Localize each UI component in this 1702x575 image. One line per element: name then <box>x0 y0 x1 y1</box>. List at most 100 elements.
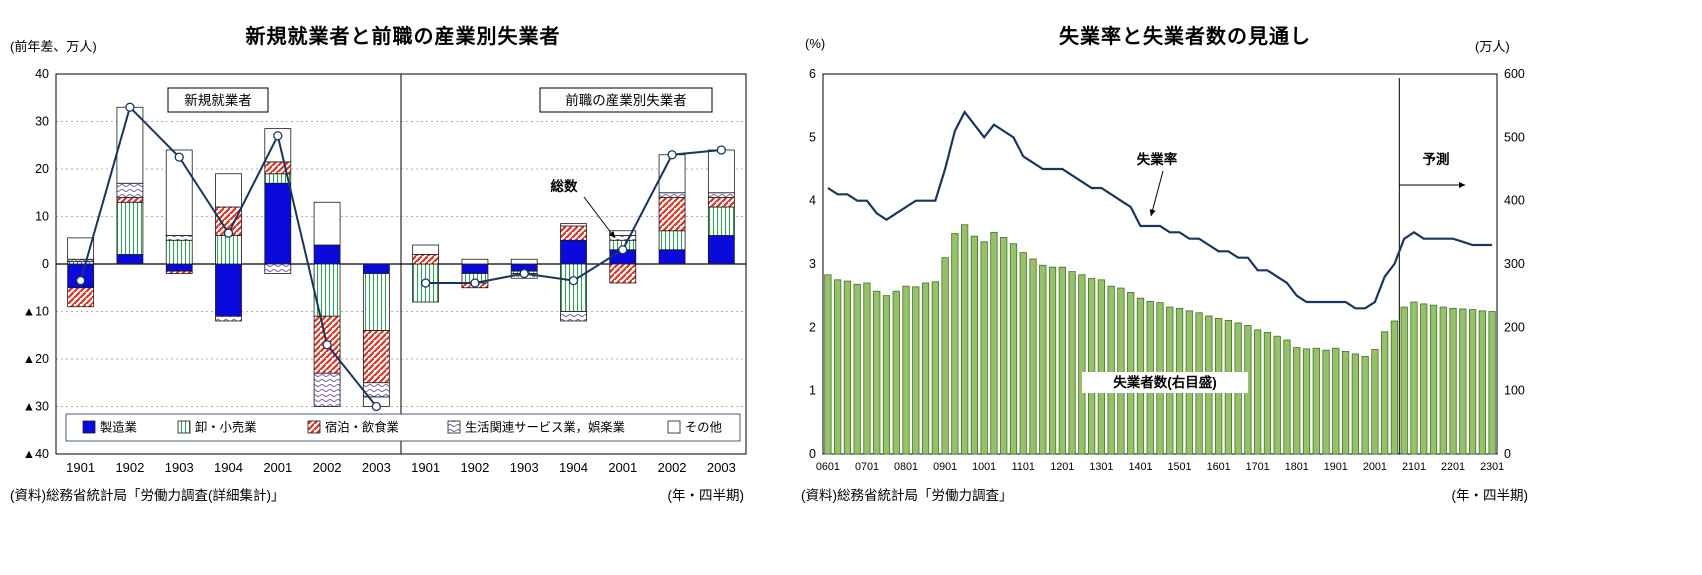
count-bar <box>1097 279 1106 455</box>
right-x-axis-unit: (年・四半期) <box>1451 488 1529 503</box>
stacked-bar-segment <box>412 254 440 265</box>
stacked-bar-segment <box>609 263 637 284</box>
y-tick-label: ▲10 <box>23 305 49 319</box>
y-right-tick: 500 <box>1504 130 1525 144</box>
count-bar <box>1478 310 1486 455</box>
stacked-bar-segment <box>658 192 686 198</box>
count-bar <box>1420 303 1428 455</box>
stacked-bar-segment <box>461 263 489 274</box>
stacked-bar-segment <box>215 235 242 265</box>
x-category-label: 1902 <box>115 460 144 475</box>
x-category-label: 1901 <box>411 460 440 475</box>
count-bar <box>892 290 900 455</box>
left-chart-title: 新規就業者と前職の産業別失業者 <box>245 26 561 48</box>
y-right-tick: 0 <box>1504 447 1511 461</box>
stacked-bar-segment <box>215 263 242 317</box>
stacked-bar-segment <box>116 182 144 198</box>
count-bar <box>1029 258 1037 455</box>
panel-label: 前職の産業別失業者 <box>565 92 687 108</box>
x-category-label: 2002 <box>658 460 687 475</box>
count-bar <box>1390 320 1399 455</box>
stacked-bar-segment <box>510 258 538 265</box>
y-tick-label: 40 <box>35 67 49 81</box>
stacked-bar-segment <box>658 230 686 251</box>
count-bar <box>921 282 930 455</box>
count-bar <box>1117 287 1125 455</box>
x-category-label: 2001 <box>263 460 292 475</box>
stacked-bar-segment <box>67 287 95 308</box>
x-tick-label: 2101 <box>1402 461 1426 473</box>
count-annotation: 失業者数(右目盛) <box>1113 374 1217 390</box>
left-source-row: (資料)総務省統計局「労働力調査(詳細集計)」 (年・四半期) <box>8 484 768 504</box>
x-category-label: 2003 <box>707 460 736 475</box>
y-tick-label: ▲40 <box>23 447 49 461</box>
panel-label-box <box>167 87 269 113</box>
left-source-note: (資料)総務省統計局「労働力調査(詳細集計)」 <box>10 488 285 503</box>
stacked-bar-segment <box>658 249 686 265</box>
count-bar <box>824 274 832 455</box>
x-tick-label: 2301 <box>1480 461 1504 473</box>
count-bar <box>990 231 998 455</box>
count-bar <box>1273 335 1281 455</box>
y-right-tick: 200 <box>1504 320 1525 334</box>
total-line-marker <box>371 401 382 412</box>
count-bar <box>1341 350 1350 455</box>
count-bar <box>863 282 871 455</box>
right-chart-canvas: 0 1 2 3 4 5 6 0 100 200 300 400 500 600 0601 0701 0801 09… <box>809 67 1525 473</box>
x-tick-label: 2201 <box>1441 461 1465 473</box>
total-line-marker <box>174 152 184 162</box>
stacked-bar-segment <box>264 182 292 265</box>
total-line-marker <box>223 228 234 238</box>
panel-label-box <box>539 87 713 113</box>
count-bar <box>1332 347 1340 455</box>
count-bar <box>1087 278 1096 455</box>
annotation-arrowhead <box>608 231 615 238</box>
total-line-marker <box>420 278 431 288</box>
count-bar <box>1381 331 1389 455</box>
count-bar <box>1468 309 1477 455</box>
x-tick-label: 1401 <box>1128 461 1152 473</box>
y-tick-label: 10 <box>35 210 49 224</box>
legend-label: 製造業 <box>100 420 137 435</box>
legend: 製造業 卸・小売業 宿泊・飲食業 生活関連サービス業，娯楽業 その他 <box>65 413 741 442</box>
total-line-marker <box>322 340 332 350</box>
total-line-marker <box>470 278 480 288</box>
right-y-right-unit: (万人) <box>1475 39 1510 54</box>
legend-label: 宿泊・飲食業 <box>325 420 399 435</box>
legend-swatch <box>667 420 681 434</box>
count-bar <box>1107 285 1115 455</box>
left-plot-area: 40 30 20 10 0 ▲10 ▲20 ▲30 ▲40 1901 1902 1903 1904 200… <box>23 67 747 475</box>
stacked-bar-segment <box>116 254 144 265</box>
count-bar <box>1263 331 1272 455</box>
count-bar <box>1488 311 1496 455</box>
stacked-bar-segment <box>165 263 193 272</box>
count-bar <box>1000 236 1008 455</box>
stacked-bar-segment <box>609 230 637 236</box>
rate-annotation: 失業率 <box>1137 151 1178 167</box>
total-line-marker <box>667 150 677 160</box>
stacked-bar-segment <box>362 263 390 274</box>
x-tick-label: 0901 <box>933 461 957 473</box>
left-x-axis-unit: (年・四半期) <box>667 488 745 503</box>
count-bar <box>970 235 979 455</box>
stacked-bar-segment <box>560 263 587 312</box>
count-bar <box>1459 308 1467 455</box>
right-y-left-unit: (%) <box>805 36 826 51</box>
x-category-label: 2001 <box>608 460 637 475</box>
legend-label: 生活関連サービス業，娯楽業 <box>465 420 625 435</box>
count-bar <box>1254 329 1262 455</box>
count-bar <box>1449 307 1457 455</box>
legend-box <box>65 413 741 442</box>
count-bar <box>1322 349 1330 455</box>
y-tick-label: ▲30 <box>23 400 49 414</box>
stacked-bar-segment <box>560 223 587 227</box>
stacked-bar-segment <box>67 237 95 260</box>
x-category-label: 1904 <box>559 460 588 475</box>
stacked-bar-segment <box>658 197 686 232</box>
x-tick-label: 1301 <box>1089 461 1113 473</box>
y-right-tick: 300 <box>1504 257 1525 271</box>
x-tick-label: 0701 <box>855 461 879 473</box>
stacked-bar-segment <box>264 263 292 274</box>
count-bar <box>1048 266 1057 455</box>
x-tick-label: 1501 <box>1168 461 1192 473</box>
